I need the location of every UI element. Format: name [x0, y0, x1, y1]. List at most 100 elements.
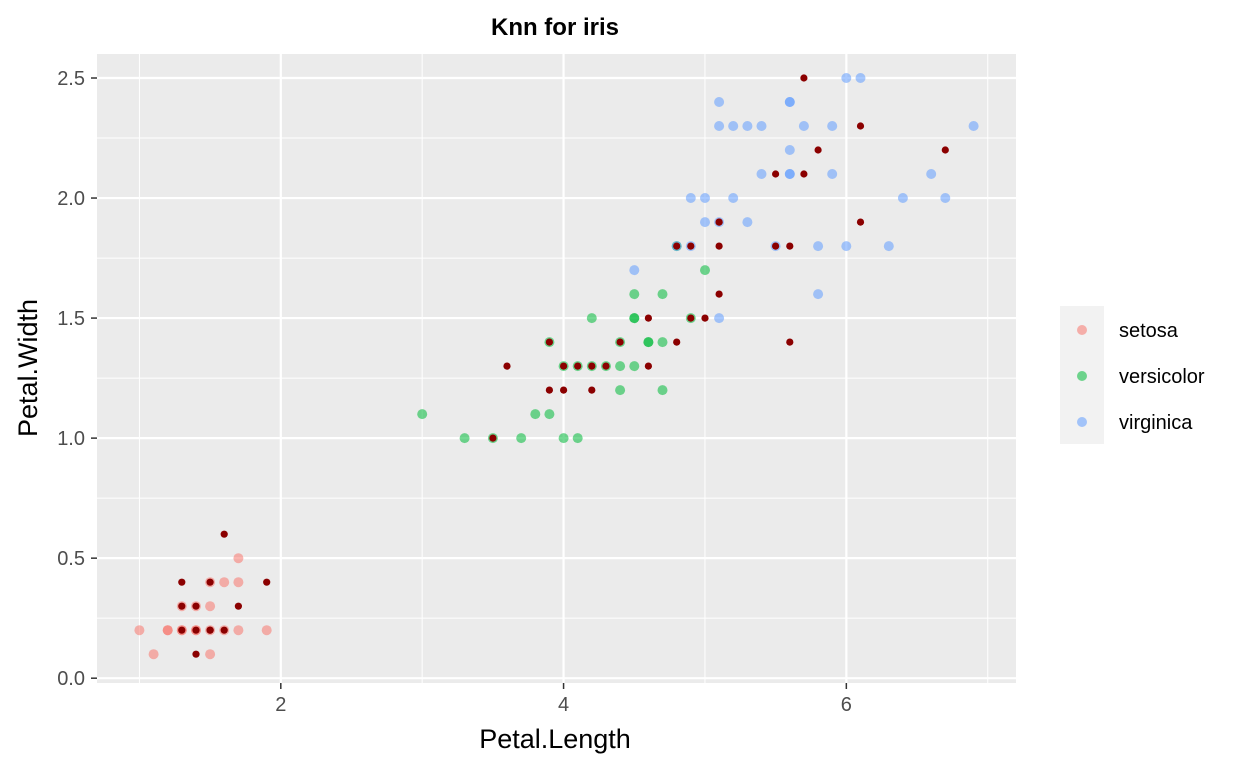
misclassified-point	[687, 314, 695, 322]
points-layer	[134, 73, 979, 660]
misclassified-point	[772, 170, 780, 178]
virginica-point	[714, 313, 725, 324]
setosa-point	[205, 601, 216, 612]
misclassified-point	[192, 650, 200, 658]
setosa-point	[148, 649, 159, 660]
virginica-point	[968, 121, 979, 131]
axis-layer: 2 4 6 0.0 0.5 1.0 1.5 2.0 2.5	[57, 68, 852, 716]
chart-title: Knn for iris	[491, 14, 619, 41]
versicolor-point	[586, 313, 597, 324]
versicolor-point	[629, 289, 640, 300]
y-axis-title: Petal.Width	[13, 299, 43, 437]
setosa-point	[261, 625, 272, 636]
versicolor-point	[657, 289, 668, 300]
misclassified-point	[800, 74, 808, 82]
setosa-point	[205, 649, 216, 660]
versicolor-point	[615, 385, 626, 396]
virginica-point	[926, 169, 937, 179]
misclassified-point	[687, 242, 695, 250]
versicolor-point	[558, 433, 569, 444]
virginica-point	[756, 169, 767, 179]
versicolor-point	[700, 265, 710, 276]
misclassified-point	[220, 626, 228, 634]
misclassified-point	[941, 146, 949, 154]
virginica-point	[813, 289, 824, 300]
virginica-point	[813, 241, 824, 252]
virginica-point	[841, 241, 852, 252]
legend-label-versicolor: versicolor	[1119, 366, 1205, 388]
virginica-point	[897, 193, 908, 203]
virginica-point	[827, 121, 838, 131]
setosa-point	[162, 625, 173, 636]
legend-key-virginica	[1077, 417, 1087, 427]
virginica-point	[940, 193, 951, 203]
virginica-point	[700, 217, 710, 228]
misclassified-point	[588, 386, 596, 394]
virginica-point	[714, 121, 725, 131]
virginica-point	[714, 97, 725, 107]
misclassified-point	[715, 290, 723, 298]
virginica-point	[855, 73, 866, 83]
misclassified-point	[673, 338, 681, 346]
misclassified-point	[220, 530, 228, 538]
misclassified-point	[178, 626, 186, 634]
virginica-point	[827, 169, 838, 179]
legend-label-virginica: virginica	[1119, 412, 1193, 434]
misclassified-point	[673, 242, 681, 250]
misclassified-point	[856, 122, 865, 130]
misclassified-point	[503, 362, 511, 370]
misclassified-point	[800, 170, 808, 178]
misclassified-point	[560, 386, 568, 394]
misclassified-point	[545, 386, 554, 394]
versicolor-point	[629, 313, 640, 324]
misclassified-point	[206, 626, 214, 634]
misclassified-point	[206, 578, 214, 586]
versicolor-point	[657, 337, 668, 348]
virginica-point	[728, 121, 739, 131]
legend-label-setosa: setosa	[1119, 320, 1179, 342]
misclassified-point	[602, 362, 610, 370]
misclassified-point	[814, 146, 822, 154]
setosa-point	[134, 625, 145, 636]
y-tick-label: 2.0	[57, 188, 85, 210]
misclassified-point	[772, 242, 780, 250]
virginica-point	[742, 121, 753, 131]
misclassified-point	[234, 602, 242, 610]
misclassified-point	[574, 362, 582, 370]
y-tick-label: 0.5	[57, 548, 85, 570]
virginica-point	[700, 193, 710, 203]
versicolor-point	[417, 409, 428, 420]
virginica-point	[685, 193, 696, 203]
misclassified-point	[701, 314, 709, 322]
misclassified-point	[178, 578, 186, 586]
misclassified-point	[545, 338, 554, 346]
misclassified-point	[263, 578, 271, 586]
setosa-point	[219, 577, 230, 588]
plot-panel	[97, 54, 1016, 683]
misclassified-point	[616, 338, 624, 346]
y-tick-label: 2.5	[57, 68, 85, 90]
versicolor-point	[643, 337, 654, 348]
versicolor-point	[629, 361, 640, 372]
misclassified-point	[644, 362, 653, 370]
versicolor-point	[572, 433, 583, 444]
misclassified-point	[715, 242, 723, 250]
versicolor-point	[530, 409, 541, 420]
misclassified-point	[644, 314, 653, 322]
setosa-point	[233, 625, 244, 636]
x-tick-label: 4	[558, 694, 569, 716]
virginica-point	[883, 241, 894, 252]
virginica-point	[728, 193, 739, 203]
virginica-point	[784, 169, 795, 179]
misclassified-point	[786, 338, 794, 346]
misclassified-point	[856, 218, 865, 226]
virginica-point	[784, 97, 795, 107]
x-axis-title: Petal.Length	[479, 724, 631, 754]
misclassified-point	[192, 602, 200, 610]
legend: setosa versicolor virginica	[1060, 306, 1205, 444]
misclassified-point	[715, 218, 723, 226]
grid-layer	[97, 54, 1016, 683]
x-tick-label: 2	[275, 694, 286, 716]
virginica-point	[756, 121, 767, 131]
